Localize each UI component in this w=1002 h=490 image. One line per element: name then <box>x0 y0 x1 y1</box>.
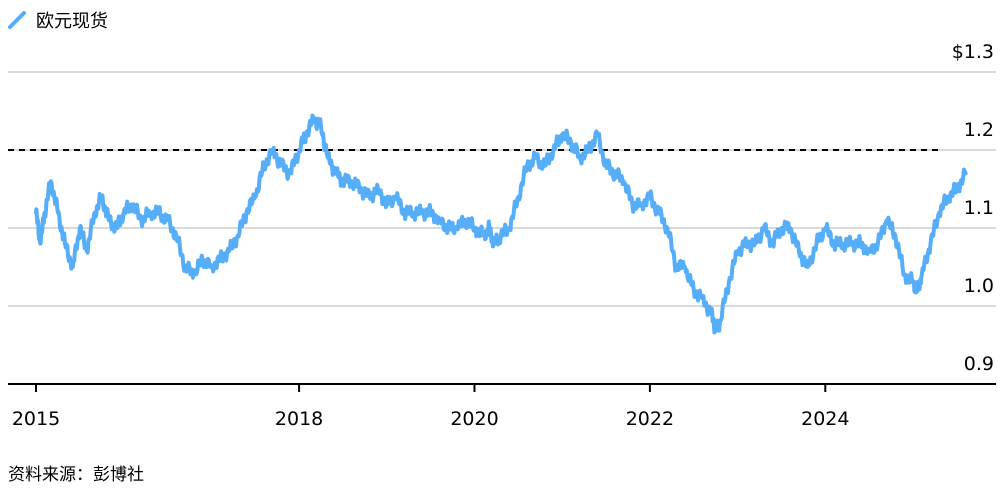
grid-lines <box>8 71 996 307</box>
y-tick-label: 1.1 <box>964 197 994 219</box>
x-tick-label: 2020 <box>450 408 498 430</box>
x-tick-label: 2015 <box>12 408 60 430</box>
x-tick-label: 2024 <box>801 408 849 430</box>
y-tick-label: 1.2 <box>964 119 994 141</box>
legend: 欧元现货 <box>8 8 108 32</box>
y-tick-label: $1.3 <box>952 41 994 63</box>
y-axis-ticks: $1.3 1.2 1.1 1.0 0.9 <box>952 41 994 375</box>
x-tick-label: 2018 <box>275 408 323 430</box>
y-tick-label: 1.0 <box>964 275 994 297</box>
x-axis-ticks: 2015 2018 2020 2022 2024 <box>12 384 849 430</box>
series-line <box>34 113 968 335</box>
series-layer <box>34 113 968 335</box>
x-tick-label: 2022 <box>626 408 674 430</box>
legend-swatch-icon <box>8 11 26 29</box>
legend-label: 欧元现货 <box>36 11 108 32</box>
source-note: 资料来源：彭博社 <box>8 465 144 485</box>
y-tick-label: 0.9 <box>964 353 994 375</box>
